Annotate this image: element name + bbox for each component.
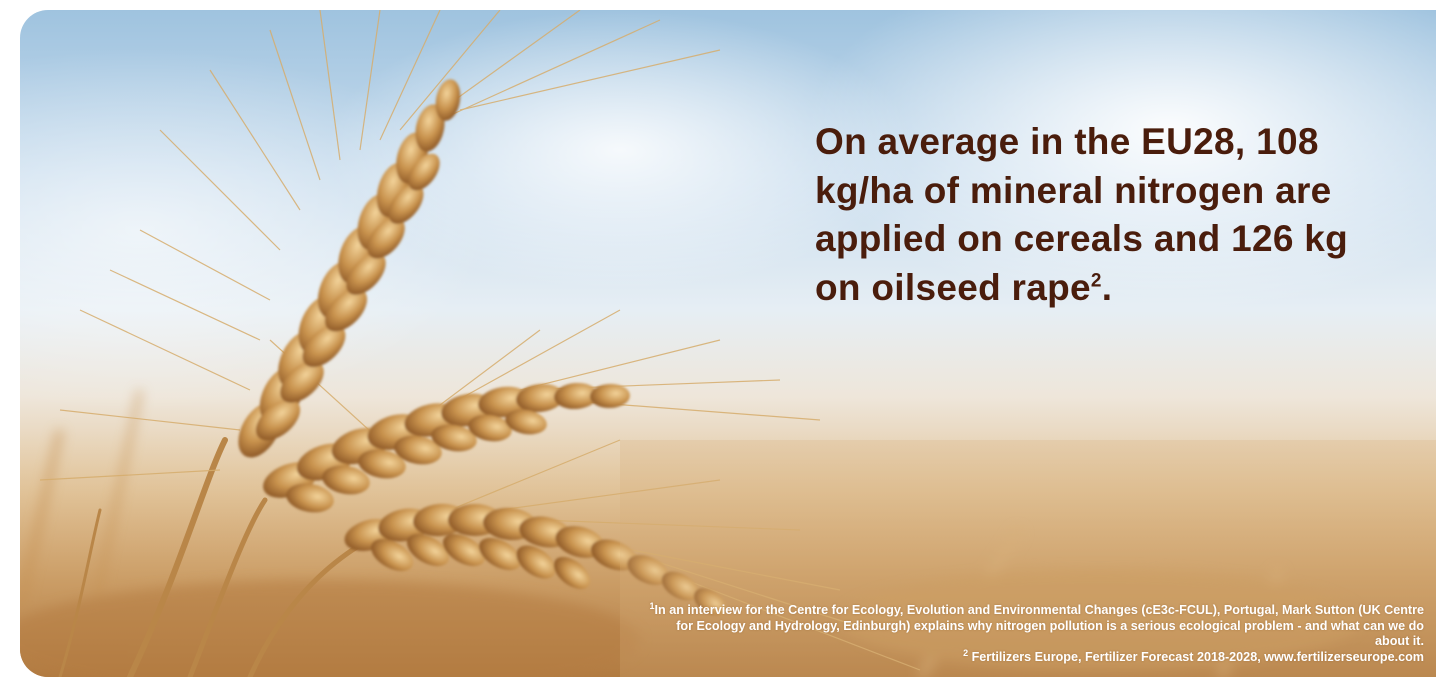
wheat-ear-upright — [238, 79, 461, 458]
wheat-awns — [39, 10, 921, 671]
footnote-1-marker: 1 — [649, 600, 655, 611]
wheat-ear-middle — [263, 382, 630, 513]
wheat-ear-lower — [344, 503, 727, 616]
headline-footnote-marker: 2 — [1090, 270, 1102, 292]
footnote-1: 1In an interview for the Centre for Ecol… — [644, 600, 1424, 650]
wheat-banner: On average in the EU28, 108 kg/ha of min… — [20, 10, 1436, 677]
headline-text: On average in the EU28, 108 kg/ha of min… — [815, 121, 1349, 308]
headline-end-punct: . — [1101, 266, 1113, 308]
wheat-stems — [58, 437, 363, 677]
footnote-2-marker: 2 — [963, 647, 969, 658]
wheat-photo — [20, 10, 1436, 677]
footnote-1-text: In an interview for the Centre for Ecolo… — [654, 603, 1424, 648]
headline: On average in the EU28, 108 kg/ha of min… — [815, 118, 1375, 312]
footnote-2: 2 Fertilizers Europe, Fertilizer Forecas… — [644, 647, 1424, 666]
footnotes: 1In an interview for the Centre for Ecol… — [644, 600, 1424, 666]
blurred-stalks — [20, 389, 1360, 677]
warm-haze — [620, 440, 1436, 677]
footnote-2-text: Fertilizers Europe, Fertilizer Forecast … — [971, 649, 1424, 664]
